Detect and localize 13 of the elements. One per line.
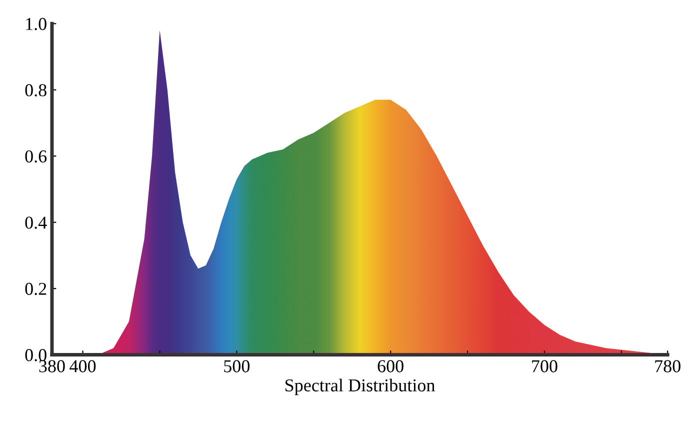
y-tick-label: 0.0 [25, 349, 46, 362]
y-tick-label: 0.4 [25, 216, 47, 229]
y-tick-label: 1.0 [26, 18, 46, 30]
y-tick-label: 0.8 [25, 84, 46, 96]
x-tick-label: 500 [224, 360, 250, 372]
x-tick-label: 380 [39, 360, 65, 372]
x-axis-title: Spectral Distribution [286, 378, 435, 396]
y-tick-label: 0.2 [25, 282, 46, 296]
x-tick-label: 600 [378, 360, 404, 372]
x-tick-label: 700 [532, 360, 558, 372]
x-tick-label: 780 [655, 360, 680, 372]
x-tick-label: 400 [70, 360, 96, 372]
y-tick-label: 0.6 [25, 150, 47, 163]
